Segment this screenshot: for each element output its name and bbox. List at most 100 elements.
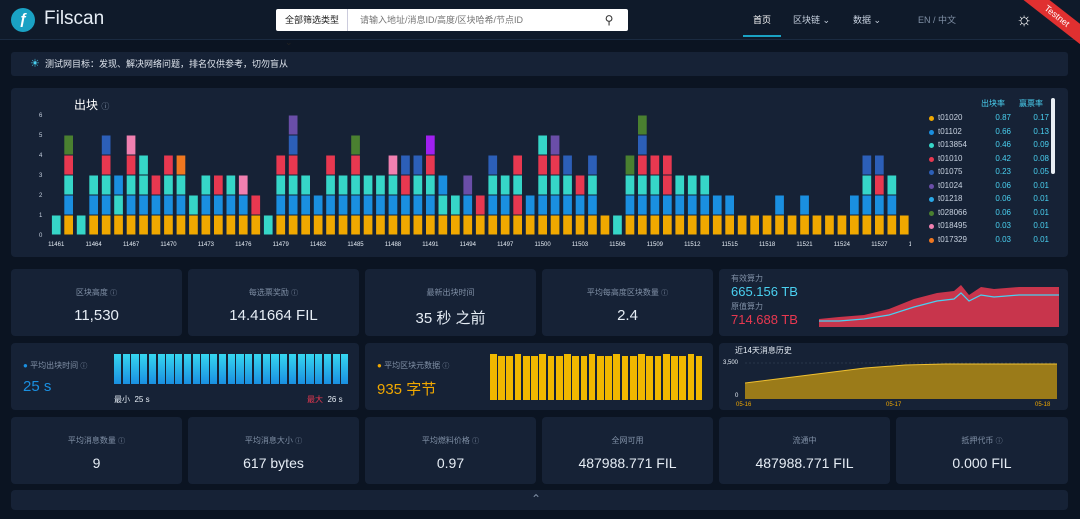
block-bar-segment[interactable]	[89, 195, 98, 215]
block-bar-segment[interactable]	[725, 215, 734, 235]
block-bar-segment[interactable]	[139, 155, 148, 175]
block-bar-segment[interactable]	[363, 175, 373, 195]
block-bar-segment[interactable]	[675, 175, 685, 195]
block-bar-segment[interactable]	[538, 175, 547, 195]
block-bar-segment[interactable]	[775, 215, 784, 235]
legend-item[interactable]: t01024 0.06 0.01	[929, 180, 1055, 194]
block-bar-segment[interactable]	[525, 215, 535, 235]
block-bar-segment[interactable]	[301, 215, 310, 235]
block-bar-segment[interactable]	[850, 195, 859, 215]
block-bar-segment[interactable]	[164, 175, 173, 195]
block-bar-segment[interactable]	[288, 155, 298, 175]
block-bar-segment[interactable]	[787, 215, 797, 235]
block-bar-segment[interactable]	[488, 155, 498, 175]
chevron-up-icon[interactable]: ⌃	[531, 492, 542, 506]
block-bar-segment[interactable]	[563, 155, 572, 175]
block-size-bar[interactable]	[539, 354, 547, 400]
block-bar-segment[interactable]	[488, 215, 498, 235]
block-bar-segment[interactable]	[538, 135, 547, 155]
block-bar-segment[interactable]	[301, 195, 310, 215]
block-size-bar[interactable]	[687, 354, 695, 400]
collapse-bar[interactable]: ⌃	[11, 490, 1068, 510]
block-bar-segment[interactable]	[139, 175, 148, 195]
block-size-bar[interactable]	[564, 354, 571, 400]
block-time-bar[interactable]	[271, 354, 279, 384]
block-bar-segment[interactable]	[426, 155, 435, 175]
block-bar-segment[interactable]	[288, 215, 298, 235]
legend-item[interactable]: t013854 0.46 0.09	[929, 139, 1055, 153]
info-icon[interactable]: ⓘ	[101, 102, 110, 111]
block-time-bar[interactable]	[297, 354, 305, 384]
block-bar-segment[interactable]	[862, 195, 872, 215]
block-bar-segment[interactable]	[164, 195, 173, 215]
block-bar-segment[interactable]	[550, 175, 560, 195]
block-size-bar[interactable]	[695, 356, 703, 400]
block-time-bar[interactable]	[236, 354, 244, 384]
block-bar-segment[interactable]	[388, 195, 398, 215]
block-bar-segment[interactable]	[363, 195, 373, 215]
block-bar-segment[interactable]	[650, 155, 660, 175]
block-time-bar[interactable]	[262, 354, 270, 384]
block-bar-segment[interactable]	[238, 175, 248, 195]
block-bar-segment[interactable]	[426, 175, 435, 195]
block-bar-segment[interactable]	[812, 215, 822, 235]
block-bar-segment[interactable]	[251, 195, 261, 215]
block-time-bar[interactable]	[280, 354, 288, 384]
block-bar-segment[interactable]	[351, 155, 360, 175]
block-bar-segment[interactable]	[513, 155, 522, 175]
block-bar-segment[interactable]	[638, 215, 647, 235]
block-time-bar[interactable]	[288, 354, 297, 384]
brand-name[interactable]: Filscan	[44, 8, 105, 29]
block-bar-segment[interactable]	[201, 215, 211, 235]
block-bar-segment[interactable]	[700, 195, 710, 215]
block-bar-segment[interactable]	[226, 175, 236, 195]
block-bar-segment[interactable]	[588, 175, 597, 195]
block-bar-segment[interactable]	[575, 195, 585, 215]
block-bar-segment[interactable]	[475, 215, 485, 235]
block-bar-segment[interactable]	[550, 135, 560, 155]
block-bar-segment[interactable]	[326, 155, 335, 175]
block-bar-segment[interactable]	[538, 215, 547, 235]
block-bar-segment[interactable]	[376, 215, 385, 235]
block-time-bar[interactable]	[253, 354, 262, 384]
block-bar-segment[interactable]	[737, 215, 747, 235]
block-bar-segment[interactable]	[388, 215, 398, 235]
block-time-bar[interactable]	[341, 354, 349, 384]
nav-home[interactable]: 首页	[753, 15, 772, 25]
block-bar-segment[interactable]	[575, 215, 585, 235]
block-bar-segment[interactable]	[463, 175, 473, 195]
block-bar-segment[interactable]	[351, 195, 360, 215]
block-time-bar[interactable]	[210, 354, 218, 384]
block-size-bar[interactable]	[646, 356, 654, 400]
block-bar-segment[interactable]	[101, 195, 111, 215]
block-bar-segment[interactable]	[114, 215, 123, 235]
block-bar-segment[interactable]	[638, 175, 647, 195]
block-bar-segment[interactable]	[588, 215, 597, 235]
block-bar-segment[interactable]	[351, 135, 360, 155]
block-time-bar[interactable]	[227, 354, 235, 384]
block-bar-segment[interactable]	[226, 215, 236, 235]
block-bar-segment[interactable]	[638, 135, 647, 155]
block-bar-segment[interactable]	[388, 155, 398, 175]
block-bar-segment[interactable]	[525, 195, 535, 215]
block-size-bar[interactable]	[605, 356, 612, 400]
block-bar-segment[interactable]	[875, 195, 884, 215]
block-size-bar[interactable]	[662, 354, 670, 400]
block-bar-segment[interactable]	[451, 195, 460, 215]
block-bar-segment[interactable]	[862, 215, 872, 235]
block-bar-segment[interactable]	[126, 135, 136, 155]
block-bar-segment[interactable]	[513, 215, 522, 235]
block-bar-segment[interactable]	[887, 215, 897, 235]
theme-toggle-sun-icon[interactable]: ☼	[1015, 9, 1033, 29]
block-bar-segment[interactable]	[338, 195, 348, 215]
legend-item[interactable]: t01010 0.42 0.08	[929, 153, 1055, 167]
block-bar-segment[interactable]	[750, 215, 759, 235]
block-bar-segment[interactable]	[563, 175, 572, 195]
block-bar-segment[interactable]	[164, 155, 173, 175]
block-size-bar[interactable]	[671, 356, 678, 400]
block-bar-segment[interactable]	[214, 215, 223, 235]
block-bar-segment[interactable]	[288, 175, 298, 195]
block-bar-segment[interactable]	[663, 155, 672, 175]
block-size-bar[interactable]	[498, 356, 505, 400]
block-bar-segment[interactable]	[238, 215, 248, 235]
